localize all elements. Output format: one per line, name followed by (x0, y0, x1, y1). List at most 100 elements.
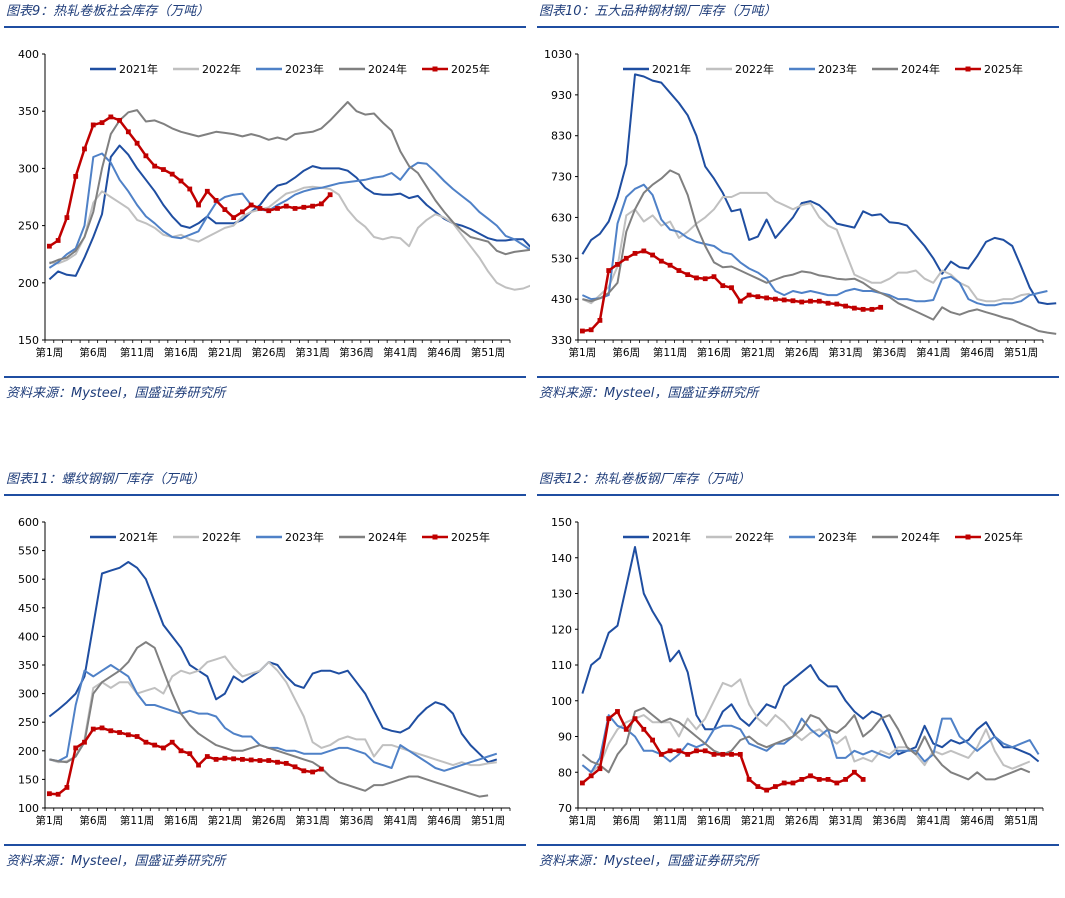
y-tick-label: 70 (558, 802, 572, 815)
series-point (615, 262, 620, 267)
x-tick-label: 第41周 (916, 814, 950, 827)
title-rule (537, 26, 1059, 28)
legend-label: 2021年 (119, 530, 158, 544)
legend-marker (432, 534, 438, 540)
title-rule (4, 494, 526, 496)
series-point (318, 201, 324, 207)
series-point (55, 791, 61, 797)
series-point (292, 206, 298, 211)
line-chart: 3304305306307308309301030第1周 第6周 第11周 第16周第… (544, 48, 1057, 359)
series-point (641, 248, 647, 254)
series-point (283, 760, 289, 766)
series-point (588, 773, 594, 779)
series-point (711, 274, 717, 280)
source-note: 资料来源：Mysteel，国盛证券研究所 (539, 386, 759, 401)
series-point (816, 777, 822, 782)
series-point (641, 726, 647, 732)
chart-title: 图表11：螺纹钢钢厂库存（万吨） (6, 472, 205, 487)
y-tick-label: 630 (551, 211, 572, 224)
series-point (781, 297, 787, 303)
series-line-2022年 (49, 655, 497, 767)
y-tick-label: 1030 (544, 48, 572, 61)
series-point (860, 306, 866, 312)
series-point (143, 153, 149, 159)
x-tick-label: 第46周 (427, 346, 461, 359)
series-point (82, 146, 87, 152)
x-tick-label: 第11周 (653, 814, 687, 827)
legend-label: 2023年 (285, 62, 324, 76)
x-tick-label: 第21周 (741, 346, 775, 359)
series-point (676, 748, 682, 754)
chart-panel-11: 图表11：螺纹钢钢厂库存（万吨） 100 150 200 250 300 350 400 45… (0, 468, 530, 898)
series-point (161, 167, 166, 172)
legend-label: 2025年 (451, 530, 490, 544)
series-point (143, 739, 149, 745)
series-point (152, 163, 158, 169)
series-point (755, 294, 761, 300)
legend-label: 2022年 (202, 530, 241, 544)
series-point (73, 745, 79, 751)
x-tick-label: 第11周 (120, 346, 154, 359)
series-point (790, 780, 796, 786)
series-point (161, 745, 166, 751)
x-tick-label: 第46周 (960, 814, 994, 827)
series-point (257, 758, 263, 763)
y-tick-label: 110 (551, 659, 572, 672)
x-tick-label: 第51周 (1004, 814, 1038, 827)
series-point (632, 716, 638, 722)
x-tick-label: 第16周 (697, 814, 731, 827)
series-line-2024年 (581, 706, 1031, 781)
x-tick-label: 第46周 (960, 346, 994, 359)
series-point (579, 328, 585, 334)
series-point (178, 748, 184, 754)
y-tick-label: 530 (551, 252, 572, 265)
legend-marker (432, 66, 438, 72)
x-tick-label: 第6周 (79, 814, 107, 827)
legend-marker (965, 66, 971, 72)
series-point (808, 298, 813, 304)
series-point (764, 787, 770, 793)
series-point (781, 780, 787, 786)
series-point (825, 300, 831, 306)
series-point (606, 268, 612, 273)
x-tick-label: 第36周 (872, 346, 906, 359)
series-point (843, 303, 848, 309)
source-rule (537, 376, 1059, 378)
series-point (729, 285, 734, 291)
x-tick-label: 第26周 (252, 814, 286, 827)
series-point (878, 304, 884, 310)
x-tick-label: 第1周 (36, 814, 64, 827)
series-point (248, 202, 254, 208)
series-point (816, 298, 822, 304)
x-tick-label: 第26周 (785, 814, 819, 827)
source-note: 资料来源：Mysteel，国盛证券研究所 (539, 854, 759, 869)
legend-label: 2024年 (901, 530, 940, 544)
y-tick-label: 550 (18, 545, 39, 558)
series-point (755, 784, 761, 789)
series-point (301, 768, 307, 774)
y-tick-label: 300 (18, 688, 39, 701)
series-line-2023年 (49, 664, 498, 772)
series-line-2021年 (48, 561, 498, 764)
series-point (266, 758, 272, 763)
series-point (231, 215, 237, 220)
series-line-2021年 (581, 73, 1057, 305)
series-point (99, 725, 105, 731)
series-line-2022年 (49, 185, 530, 291)
series-point (650, 737, 655, 743)
series-line-2021年 (48, 144, 530, 281)
series-point (650, 252, 655, 258)
series-point (222, 207, 228, 212)
y-tick-label: 450 (18, 602, 39, 615)
series-point (843, 777, 848, 782)
y-tick-label: 430 (551, 293, 572, 306)
series-point (187, 751, 193, 757)
legend-label: 2025年 (984, 530, 1023, 544)
series-point (55, 238, 61, 243)
series-point (615, 709, 620, 714)
series-point (64, 785, 70, 790)
series-point (46, 243, 52, 249)
x-tick-label: 第36周 (339, 814, 373, 827)
y-tick-label: 600 (18, 516, 39, 529)
